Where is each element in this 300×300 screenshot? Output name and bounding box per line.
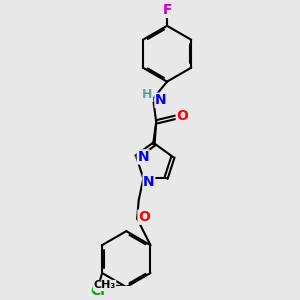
Text: CH₃: CH₃: [94, 280, 116, 290]
Text: O: O: [138, 210, 150, 224]
Text: F: F: [162, 3, 172, 17]
Text: Cl: Cl: [90, 284, 105, 298]
Text: O: O: [176, 109, 188, 123]
Text: N: N: [137, 150, 149, 164]
Text: H: H: [142, 88, 153, 101]
Text: N: N: [155, 93, 167, 107]
Text: N: N: [143, 175, 155, 189]
